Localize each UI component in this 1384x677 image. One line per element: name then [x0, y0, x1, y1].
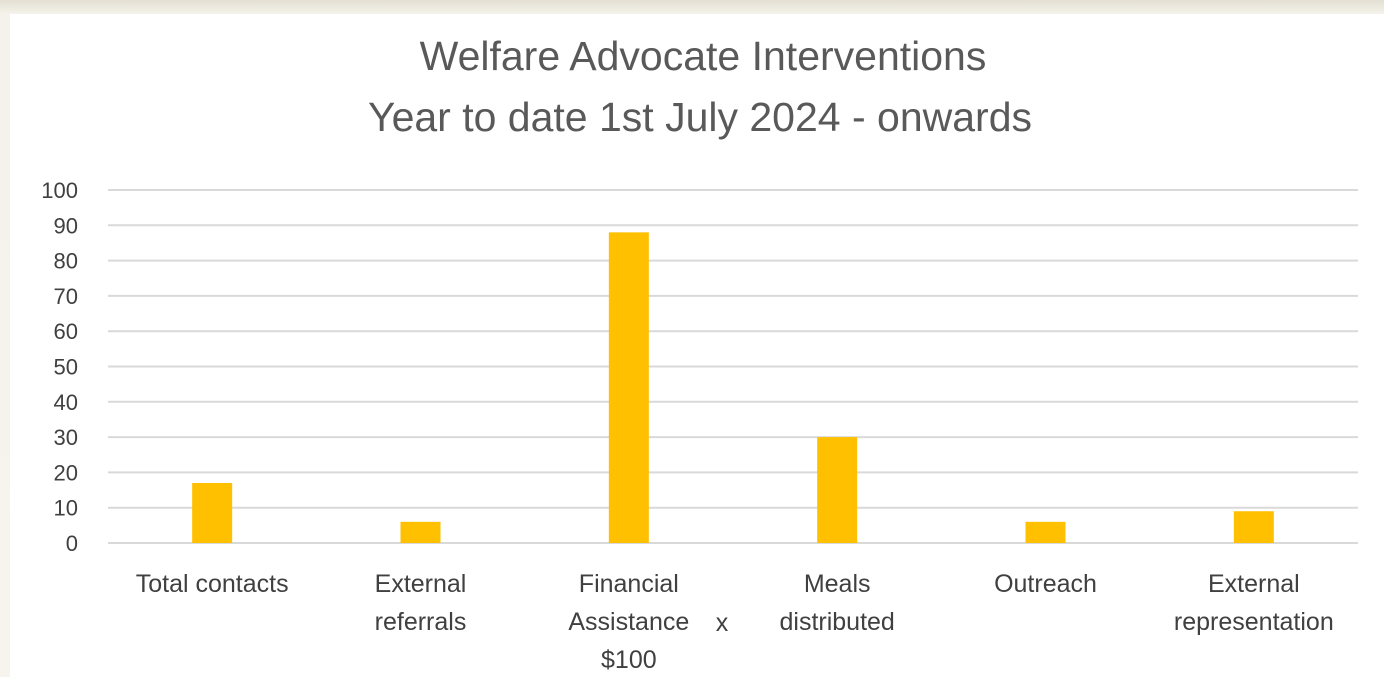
bar [1025, 521, 1066, 543]
bar [817, 437, 858, 543]
x-category-label: Total contacts [136, 570, 289, 598]
y-tick-label: 70 [54, 284, 78, 309]
bars [192, 232, 1274, 544]
bar [400, 521, 441, 543]
y-tick-label: 30 [54, 425, 78, 450]
x-category-label: External representation [1174, 570, 1334, 636]
y-tick-label: 40 [54, 390, 78, 415]
y-tick-label: 80 [54, 249, 78, 274]
y-tick-label: 100 [41, 178, 78, 203]
y-tick-label: 0 [66, 531, 78, 556]
chart-title: Welfare Advocate Interventions [420, 33, 987, 79]
gridlines [108, 189, 1358, 544]
y-tick-label: 50 [54, 355, 78, 380]
chart-panel [10, 14, 1384, 677]
y-tick-label: 90 [54, 213, 78, 238]
bar [1233, 511, 1274, 543]
x-axis-labels: Total contacts External referrals Financial… [136, 570, 1334, 674]
bar [192, 482, 233, 543]
category-annotation: x [716, 609, 729, 637]
y-tick-label: 10 [54, 496, 78, 521]
bar [608, 232, 649, 544]
x-category-label: Meals distributed [779, 570, 894, 636]
x-category-label: Outreach [994, 570, 1097, 598]
chart-subtitle: Year to date 1st July 2024 - onwards [368, 94, 1032, 140]
y-tick-label: 60 [54, 319, 78, 344]
x-category-label: External referrals [375, 570, 467, 636]
y-axis-ticks: 0 10 20 30 40 50 60 70 80 90 100 [41, 178, 78, 556]
y-tick-label: 20 [54, 460, 78, 485]
x-category-label: Financial Assistance $100 [568, 570, 689, 674]
